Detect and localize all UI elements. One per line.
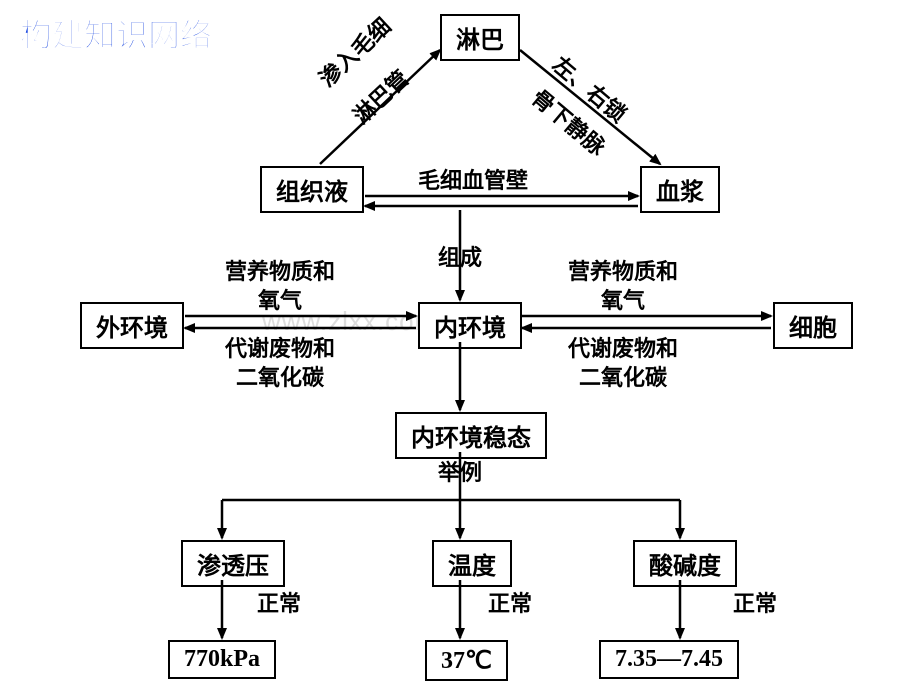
node-temp: 温度 [432,540,512,587]
node-internal: 内环境 [418,302,522,349]
edge-label-normal-1: 正常 [257,590,301,619]
edge-label-normal-2: 正常 [488,590,532,619]
node-kpa: 770kPa [168,640,276,679]
edge-text-lymph-plasma-1: 左、右锁 [548,52,631,128]
edge-text-lymph-plasma-2: 骨下静脉 [527,85,611,161]
edge-label-wastes-right: 代谢废物和 二氧化碳 [568,335,678,392]
edge-label-nutrients-right: 营养物质和 氧气 [568,258,678,315]
node-osmotic: 渗透压 [181,540,285,587]
node-lymph: 淋巴 [440,14,520,61]
edge-text-tissue-lymph-2: 淋巴管 [348,65,413,128]
edge-label-example: 举例 [438,459,482,488]
diagram-canvas: 构建知识网络 www.zlxx.com.cn 淋巴 组织液 血浆 外环境 内环境… [0,0,920,690]
edge-label-compose: 组成 [438,244,482,273]
edge-label-wastes-left: 代谢废物和 二氧化碳 [225,335,335,392]
node-cell: 细胞 [773,302,853,349]
node-c: 37℃ [425,640,508,681]
edge-label-nutrients-left: 营养物质和 氧气 [225,258,335,315]
edge-label-capillary: 毛细血管壁 [418,167,528,196]
node-homeostasis: 内环境稳态 [395,412,547,459]
page-title: 构建知识网络 [20,10,212,56]
edge-label-normal-3: 正常 [733,590,777,619]
node-ph: 酸碱度 [633,540,737,587]
node-tissue-fluid: 组织液 [260,166,364,213]
node-phval: 7.35—7.45 [599,640,739,679]
node-external: 外环境 [80,302,184,349]
node-plasma: 血浆 [640,166,720,213]
edge-text-tissue-lymph-1: 渗入毛细 [314,13,395,91]
